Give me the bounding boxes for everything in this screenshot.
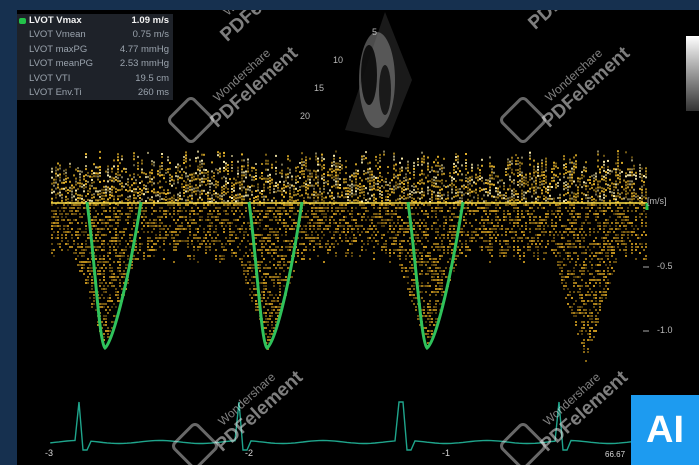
doppler-spectrum (51, 150, 647, 362)
measurement-label: LVOT Vmax (29, 15, 82, 26)
measurement-row[interactable]: LVOT Env.Ti 260 ms (17, 86, 173, 100)
measurement-label: LVOT Env.Ti (29, 87, 82, 99)
depth-label-10: 10 (333, 55, 344, 65)
ultrasound-graphics (50, 12, 649, 451)
measurement-panel: LVOT Vmax 1.09 m/s LVOT Vmean 0.75 m/s LVOT … (17, 14, 173, 101)
measurement-row[interactable]: LVOT maxPG 4.77 mmHg (17, 43, 173, 57)
depth-label-5: 5 (372, 27, 378, 37)
depth-label-15: 15 (314, 83, 325, 93)
measurement-value: 260 ms (137, 87, 169, 99)
time-tick-2: -2 (245, 448, 254, 458)
measurement-row[interactable]: LVOT VTI 19.5 cm (17, 72, 173, 86)
measurement-label: LVOT maxPG (29, 43, 88, 55)
measurement-label: LVOT VTI (29, 72, 71, 84)
measurement-value: 19.5 cm (135, 72, 169, 84)
measurement-value: 1.09 m/s (131, 15, 170, 26)
vti-envelopes (85, 201, 465, 351)
depth-label-20: 20 (300, 111, 311, 121)
time-tick-1: -1 (442, 448, 451, 458)
measurement-label: LVOT Vmean (29, 29, 86, 41)
measurement-value: 4.77 mmHg (119, 43, 169, 55)
velocity-tick-10: -1.0 (657, 325, 673, 335)
active-indicator-icon (19, 18, 26, 24)
ai-badge[interactable]: AI (631, 395, 699, 465)
measurement-row[interactable]: LVOT meanPG 2.53 mmHg (17, 57, 173, 71)
velocity-unit-label: [m/s] (647, 196, 667, 206)
measurement-label: LVOT meanPG (29, 58, 94, 70)
heart-rate-readout: 66.67 (605, 450, 626, 459)
apical-sector-image (345, 12, 412, 138)
ultrasound-screen: LVOT Vmax 1.09 m/s LVOT Vmean 0.75 m/s LVOT … (17, 10, 699, 465)
measurement-row[interactable]: LVOT Vmax 1.09 m/s (17, 14, 173, 28)
measurement-row[interactable]: LVOT Vmean 0.75 m/s (17, 28, 173, 42)
grayscale-bar (686, 36, 699, 111)
ecg-trace (50, 401, 648, 451)
velocity-ticks (643, 266, 649, 332)
time-tick-3: -3 (45, 448, 54, 458)
measurement-value: 0.75 m/s (132, 29, 169, 41)
velocity-tick-05: -0.5 (657, 261, 673, 271)
measurement-value: 2.53 mmHg (119, 58, 169, 70)
